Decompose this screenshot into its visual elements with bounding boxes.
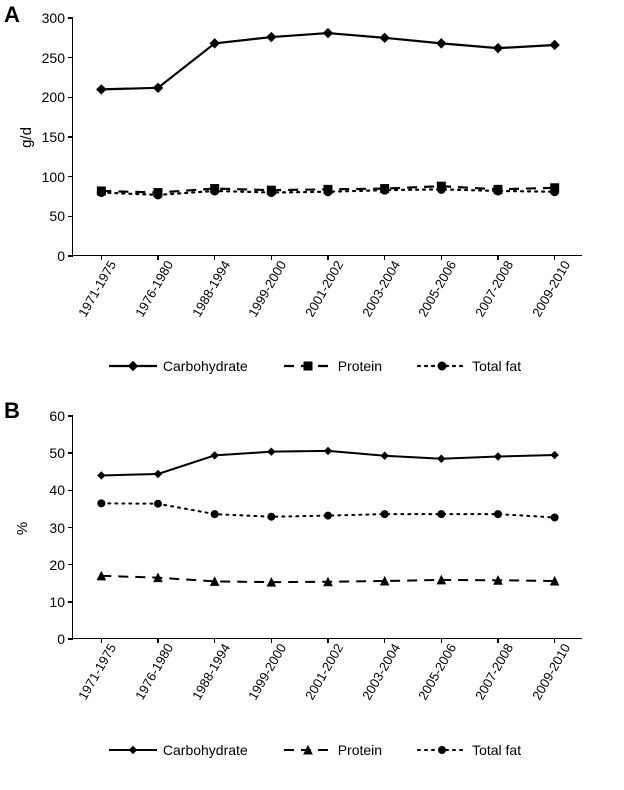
legend-label: Protein [338, 742, 382, 758]
ytick-label: 150 [42, 129, 73, 145]
series-svg [73, 18, 583, 256]
series-marker [211, 452, 218, 459]
legend-b: Carbohydrate Protein Total fat [100, 742, 530, 758]
series-svg [73, 416, 583, 639]
ytick-label: 300 [42, 10, 73, 26]
xtick-label: 1971-1975 [70, 255, 119, 319]
series-marker [155, 470, 162, 477]
series-marker [438, 455, 445, 462]
series-marker [155, 500, 162, 507]
series-marker [550, 40, 559, 49]
xtick-label: 2009-2010 [524, 638, 573, 702]
xtick-label: 2007-2008 [467, 255, 516, 319]
ytick-label: 30 [49, 520, 73, 536]
series-marker [97, 85, 106, 94]
legend-item: Carbohydrate [109, 358, 248, 374]
series-marker [97, 189, 105, 197]
series-marker [551, 188, 559, 196]
series-marker [494, 187, 502, 195]
series-marker [211, 511, 218, 518]
ytick-label: 0 [57, 248, 73, 264]
xtick-label: 1988-1994 [184, 255, 233, 319]
xtick-label: 2003-2004 [354, 638, 403, 702]
series-marker [325, 512, 332, 519]
series-marker [437, 39, 446, 48]
series-marker [438, 511, 445, 518]
legend-label: Total fat [472, 742, 521, 758]
series-marker [324, 188, 332, 196]
series-marker [268, 448, 275, 455]
legend-label: Total fat [472, 358, 521, 374]
ytick-label: 0 [57, 631, 73, 647]
legend-item: Total fat [418, 358, 521, 374]
xtick-label: 1976-1980 [127, 255, 176, 319]
series-marker [381, 186, 389, 194]
legend-swatch [284, 359, 332, 373]
ytick-label: 200 [42, 89, 73, 105]
ytick-label: 100 [42, 169, 73, 185]
xtick-label: 1988-1994 [184, 638, 233, 702]
panel-label-a: A [4, 2, 20, 28]
y-axis-title: % [14, 521, 31, 534]
legend-item: Protein [284, 742, 382, 758]
xtick-label: 2003-2004 [354, 255, 403, 319]
xtick-label: 2009-2010 [524, 255, 573, 319]
series-marker [325, 447, 332, 454]
series-marker [551, 452, 558, 459]
series-marker [154, 191, 162, 199]
legend-label: Protein [338, 358, 382, 374]
series-marker [380, 33, 389, 42]
legend-label: Carbohydrate [163, 358, 248, 374]
xtick-label: 2001-2002 [297, 255, 346, 319]
series-marker [267, 33, 276, 42]
legend-swatch [109, 743, 157, 757]
legend-swatch [109, 359, 157, 373]
legend-swatch [284, 743, 332, 757]
series-marker [381, 511, 388, 518]
series-marker [267, 189, 275, 197]
series-marker [551, 514, 558, 521]
legend-swatch [418, 743, 466, 757]
xtick-label: 1999-2000 [240, 638, 289, 702]
panel-label-b: B [4, 398, 20, 424]
ytick-label: 40 [49, 482, 73, 498]
series-marker [268, 513, 275, 520]
series-marker [437, 185, 445, 193]
xtick-label: 1971-1975 [70, 638, 119, 702]
xtick-label: 2007-2008 [467, 638, 516, 702]
xtick-label: 2005-2006 [410, 638, 459, 702]
xtick-label: 1976-1980 [127, 638, 176, 702]
legend-label: Carbohydrate [163, 742, 248, 758]
ytick-label: 20 [49, 557, 73, 573]
series-marker [381, 452, 388, 459]
plot-area-a: 0501001502002503001971-19751976-19801988… [72, 18, 582, 256]
series-marker [494, 44, 503, 53]
xtick-label: 1999-2000 [240, 255, 289, 319]
y-axis-title: g/d [18, 127, 35, 148]
legend-a: Carbohydrate Protein Total fat [100, 358, 530, 374]
ytick-label: 250 [42, 50, 73, 66]
series-marker [98, 472, 105, 479]
legend-item: Carbohydrate [109, 742, 248, 758]
legend-swatch [418, 359, 466, 373]
series-marker [98, 500, 105, 507]
legend-item: Protein [284, 358, 382, 374]
plot-area-b: 01020304050601971-19751976-19801988-1994… [72, 416, 582, 639]
xtick-label: 2005-2006 [410, 255, 459, 319]
ytick-label: 60 [49, 408, 73, 424]
ytick-label: 50 [49, 208, 73, 224]
xtick-label: 2001-2002 [297, 638, 346, 702]
series-marker [211, 187, 219, 195]
ytick-label: 50 [49, 445, 73, 461]
series-marker [495, 453, 502, 460]
series-line-carbohydrate [101, 33, 554, 89]
series-marker [495, 511, 502, 518]
series-marker [324, 29, 333, 38]
ytick-label: 10 [49, 594, 73, 610]
legend-item: Total fat [418, 742, 521, 758]
